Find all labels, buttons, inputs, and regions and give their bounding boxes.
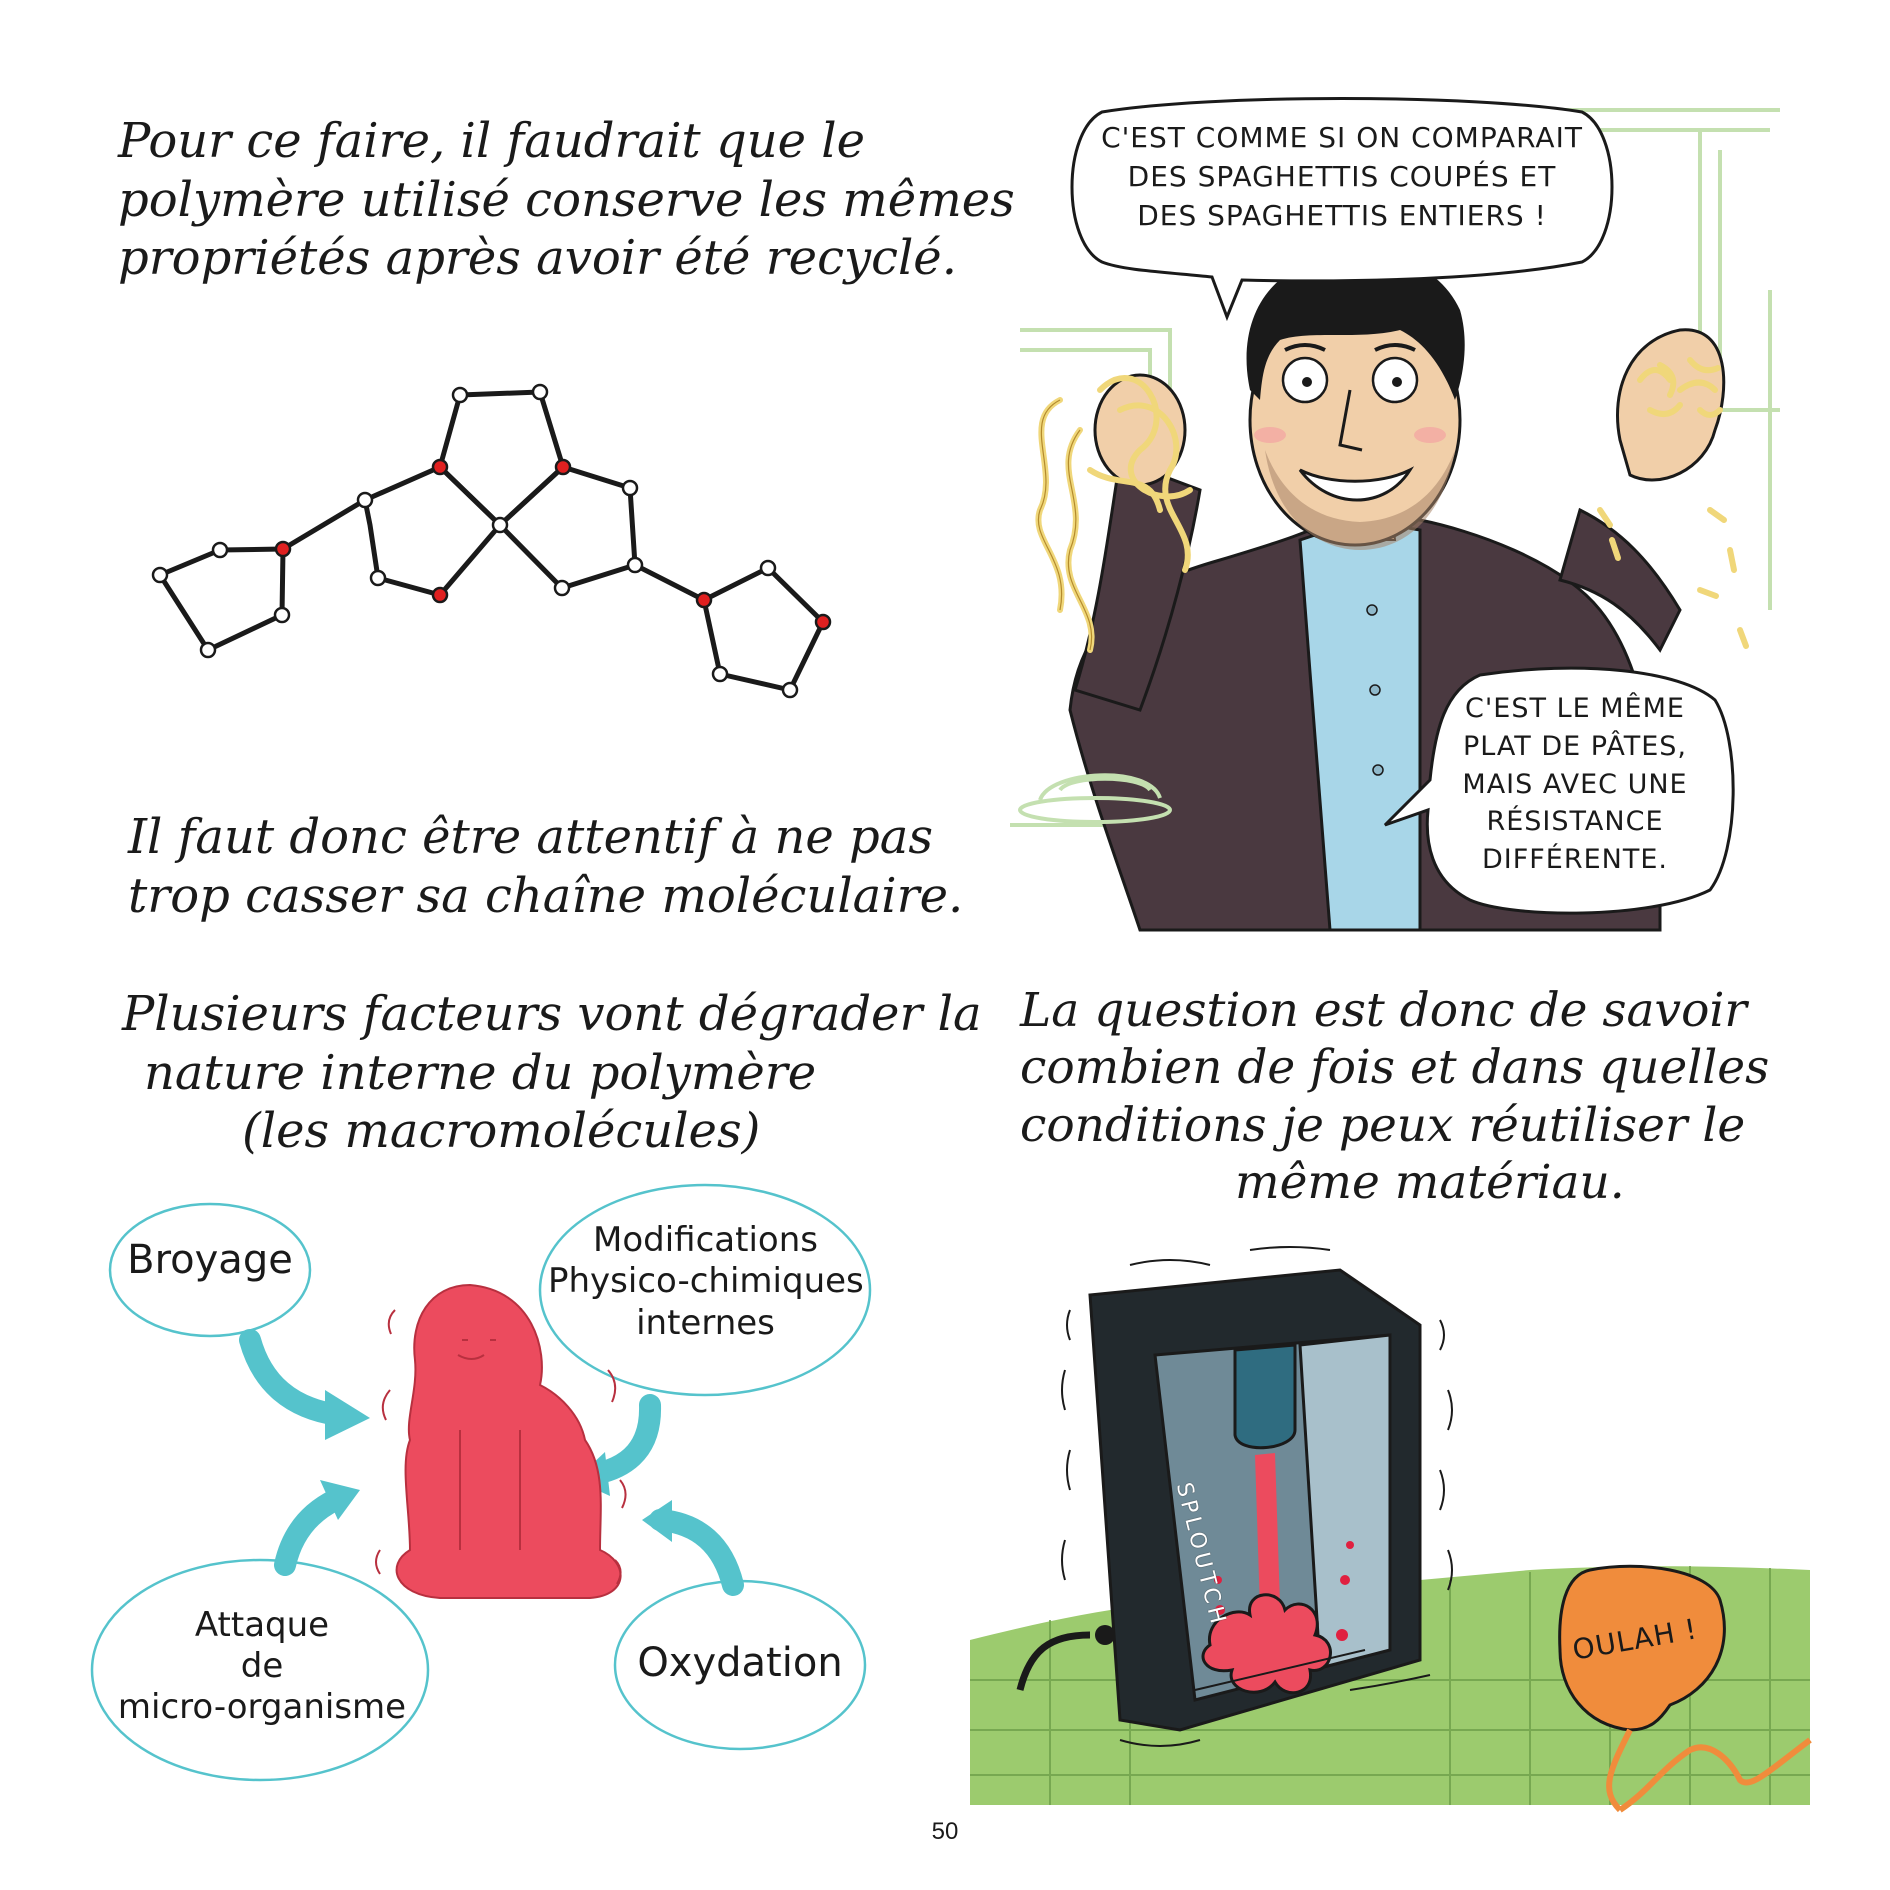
physico-label-line: Modifications bbox=[593, 1220, 818, 1260]
hair bbox=[1246, 253, 1465, 400]
pink-figure bbox=[395, 1283, 622, 1599]
warning-line: trop casser sa chaîne moléculaire. bbox=[128, 867, 964, 924]
factors-intro-text: Plusieurs facteurs vont dégrader la natu… bbox=[122, 985, 982, 1161]
speech-bubble-top-shape bbox=[1070, 97, 1614, 322]
question-line: conditions je peux réutiliser le bbox=[1020, 1097, 1746, 1153]
degradation-factors-diagram bbox=[90, 1183, 872, 1782]
question-line: combien de fois et dans quelles bbox=[1020, 1040, 1770, 1096]
speech-bubble-bottom-shape bbox=[1383, 666, 1735, 915]
grinding-label-line: Broyage bbox=[127, 1237, 293, 1283]
bubble-bottom-line: C'est le même bbox=[1465, 693, 1685, 724]
grinding-ellipse bbox=[108, 1202, 312, 1338]
splash bbox=[1201, 1593, 1332, 1695]
bubble-top-line: des spaghettis entiers ! bbox=[1137, 199, 1547, 233]
question-line: La question est donc de savoir bbox=[1020, 983, 1747, 1038]
bubble-top-line: des spaghettis coupés et bbox=[1127, 160, 1557, 194]
bubble-bottom-line: résistance bbox=[1486, 806, 1664, 838]
microorganism-label: Attaque de micro-organisme bbox=[112, 1605, 412, 1727]
pasta-plate bbox=[1018, 773, 1172, 824]
micro-label-line: micro-organisme bbox=[117, 1686, 407, 1727]
shirt bbox=[1298, 518, 1422, 932]
physico-chemical-label: Modifications Physico-chimiques internes bbox=[548, 1220, 864, 1344]
micro-label-line: Attaque bbox=[194, 1605, 330, 1645]
microorganism-ellipse bbox=[90, 1558, 430, 1782]
factors-line: Plusieurs facteurs vont dégrader la bbox=[122, 986, 982, 1042]
physico-label-line: internes bbox=[636, 1302, 775, 1343]
oxidation-label-line: Oxydation bbox=[637, 1640, 843, 1686]
bubble-bottom-line: différente. bbox=[1481, 844, 1669, 876]
question-line: même matériau. bbox=[1235, 1154, 1625, 1210]
molecule-chain-diagram bbox=[151, 383, 832, 699]
grinding-label: Broyage bbox=[120, 1237, 300, 1283]
question-text: La question est donc de savoir combien d… bbox=[1020, 982, 1769, 1211]
intro-line: Pour ce faire, il faudrait que le bbox=[118, 113, 866, 169]
intro-text: Pour ce faire, il faudrait que le polymè… bbox=[118, 112, 1015, 288]
intro-line: polymère utilisé conserve les mêmes bbox=[118, 171, 1015, 228]
micro-label-line: de bbox=[240, 1645, 284, 1686]
chain-warning-text: Il faut donc être attentif à ne pas trop… bbox=[128, 808, 963, 925]
recycling-machine-panel bbox=[970, 1246, 1812, 1813]
machine bbox=[1088, 1268, 1422, 1732]
speech-bubble-bottom-text: C'est le même plat de pâtes, mais avec u… bbox=[1430, 690, 1720, 879]
bubble-bottom-line: plat de pâtes, bbox=[1462, 730, 1688, 762]
page-number: 50 bbox=[931, 1818, 959, 1845]
factors-line: nature interne du polymère bbox=[144, 1044, 817, 1101]
physico-label-line: Physico-chimiques bbox=[548, 1261, 864, 1302]
oxidation-label: Oxydation bbox=[630, 1640, 850, 1686]
factors-line: (les macromolécules) bbox=[242, 1103, 761, 1160]
warning-line: Il faut donc être attentif à ne pas bbox=[128, 809, 934, 865]
physico-chemical-ellipse bbox=[538, 1183, 872, 1397]
intro-line: propriétés après avoir été recyclé. bbox=[118, 230, 957, 287]
bubble-top-line: C'est comme si on comparait bbox=[1101, 121, 1583, 154]
bubble-bottom-line: mais avec une bbox=[1462, 768, 1688, 800]
speech-bubble-top-text: C'est comme si on comparait des spaghett… bbox=[1092, 118, 1592, 236]
